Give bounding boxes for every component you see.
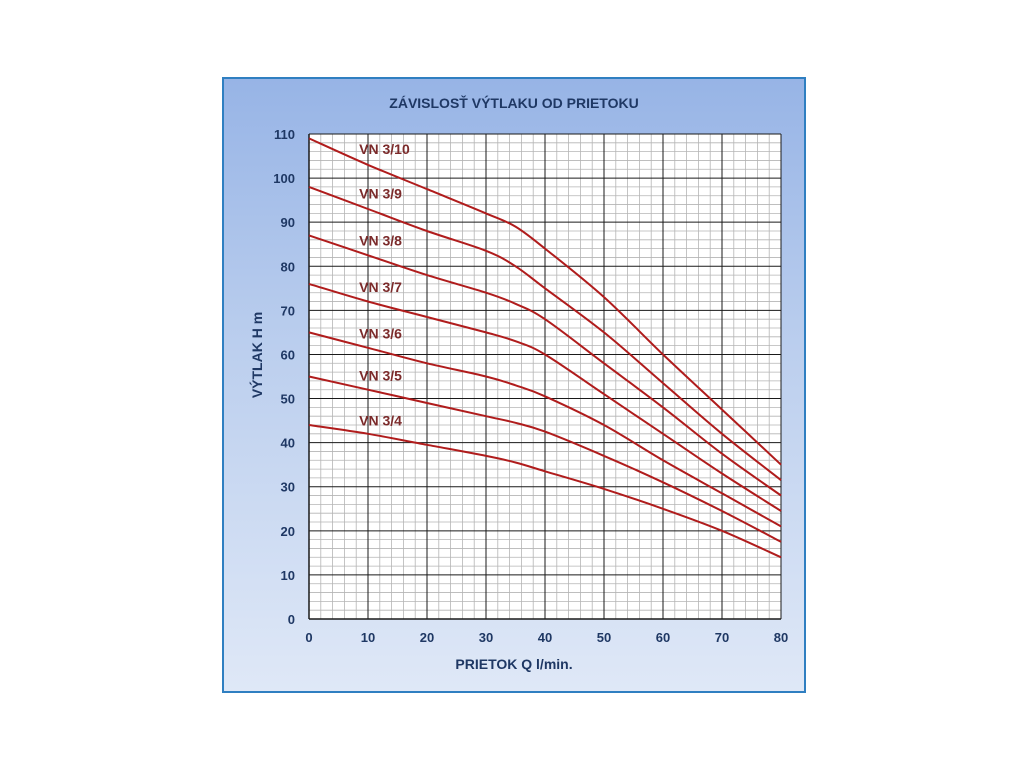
y-tick-label: 60 xyxy=(281,347,295,362)
x-axis-title: PRIETOK Q l/min. xyxy=(455,656,572,672)
y-tick-label: 40 xyxy=(281,436,295,451)
x-tick-label: 20 xyxy=(420,630,434,645)
series-line xyxy=(308,424,782,559)
y-tick-label: 30 xyxy=(281,480,295,495)
series-line xyxy=(308,375,782,543)
y-tick-label: 50 xyxy=(281,392,295,407)
x-tick-label: 70 xyxy=(715,630,729,645)
y-tick-label: 70 xyxy=(281,303,295,318)
series-lines xyxy=(308,137,782,559)
tick-labels: 0 10 20 30 40 50 60 70 80 0 10 20 30 40 50 60 70 80 90 100 1… xyxy=(273,127,788,645)
y-axis-title: VÝTLAK H m xyxy=(248,312,265,398)
grid xyxy=(308,133,782,620)
x-tick-label: 10 xyxy=(361,630,375,645)
series-label: VN 3/5 xyxy=(359,368,402,384)
x-tick-label: 40 xyxy=(538,630,552,645)
y-tick-label: 0 xyxy=(288,612,295,627)
y-tick-label: 80 xyxy=(281,259,295,274)
x-tick-label: 80 xyxy=(774,630,788,645)
x-tick-label: 30 xyxy=(479,630,493,645)
series-label: VN 3/8 xyxy=(359,232,402,248)
chart-title: ZÁVISLOSŤ VÝTLAKU OD PRIETOKU xyxy=(389,94,638,111)
y-tick-label: 100 xyxy=(273,171,295,186)
series-line xyxy=(308,331,782,528)
series-label: VN 3/10 xyxy=(359,141,410,157)
pump-curve-chart: ZÁVISLOSŤ VÝTLAKU OD PRIETOKU PRIETOK Q … xyxy=(248,94,788,672)
x-tick-label: 50 xyxy=(597,630,611,645)
series-label: VN 3/6 xyxy=(359,326,402,342)
y-tick-label: 110 xyxy=(274,127,295,142)
series-line xyxy=(308,185,782,481)
series-label: VN 3/9 xyxy=(359,186,402,202)
chart-panel: ZÁVISLOSŤ VÝTLAKU OD PRIETOKU PRIETOK Q … xyxy=(222,77,806,693)
series-label: VN 3/4 xyxy=(359,412,402,428)
x-tick-label: 60 xyxy=(656,630,670,645)
series-line xyxy=(308,234,782,497)
y-tick-label: 10 xyxy=(281,568,295,583)
series-line xyxy=(308,137,782,466)
x-tick-label: 0 xyxy=(305,630,312,645)
series-label: VN 3/7 xyxy=(359,279,402,295)
series-labels: VN 3/10 VN 3/9 VN 3/8 VN 3/7 VN 3/6 VN 3/5 VN … xyxy=(359,141,410,429)
y-tick-label: 20 xyxy=(281,524,295,539)
series-line xyxy=(308,282,782,512)
y-tick-label: 90 xyxy=(281,215,295,230)
